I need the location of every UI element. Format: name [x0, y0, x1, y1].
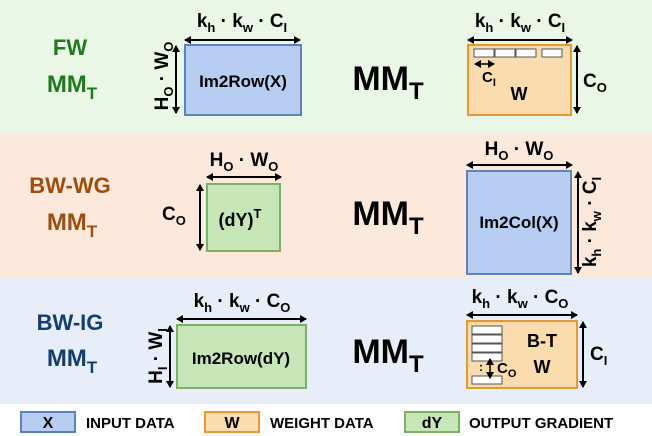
bw-ig-weight-matrix-label: B-T — [527, 331, 557, 351]
bw-wg-grad-matrix-label: (dY)T — [219, 206, 262, 230]
fw-row: FW MMT kh · kw · CI HO · WO Im2Row(X) MM… — [47, 11, 607, 116]
bw-wg-left-top-dim: HO · WO — [210, 150, 279, 174]
bw-wg-input-matrix — [466, 170, 572, 275]
legend-input-key: X — [43, 415, 54, 432]
fw-weight-cell — [515, 48, 537, 58]
fw-label: FW — [53, 35, 87, 60]
legend-grad-key: dY — [422, 415, 443, 432]
fw-right-top-dim: kh · kw · CI — [475, 11, 565, 35]
bw-ig-weight-cell — [471, 325, 503, 335]
fw-input-matrix-label: Im2Row(X) — [199, 72, 287, 91]
bw-ig-weight-matrix-label-2: W — [534, 357, 551, 377]
legend-input-swatch — [20, 411, 76, 433]
bw-ig-grad-matrix — [176, 324, 307, 389]
bw-ig-right-top-dim: kh · kw · CO — [472, 287, 569, 311]
legend-weight-key: W — [224, 415, 240, 432]
bw-wg-input-matrix-label: Im2Col(X) — [479, 213, 558, 232]
bw-ig-weight-cell — [471, 334, 503, 344]
legend-weight-label: WEIGHT DATA — [270, 415, 374, 432]
bw-wg-right-side-dim: kh · kw · CI — [580, 177, 604, 267]
legend-weight-swatch — [204, 411, 260, 433]
legend-grad-label: OUTPUT GRADIENT — [469, 415, 613, 432]
fw-left-side-dim: HO · WO — [152, 42, 176, 111]
fw-input-matrix — [184, 44, 302, 116]
fw-weight-inner-dim: CI — [482, 69, 496, 89]
bw-wg-label-mm: MMT — [47, 209, 98, 241]
bw-wg-right-top-dim: HO · WO — [485, 139, 554, 163]
fw-weight-cell — [541, 48, 563, 58]
bw-ig-right-side-dim: CI — [590, 344, 607, 368]
bw-ig-left-side-dim: HI · WI — [146, 328, 170, 384]
bw-ig-operator: MMT — [352, 333, 424, 378]
bw-ig-label-mm: MMT — [47, 345, 98, 377]
bw-wg-operator: MMT — [352, 195, 424, 240]
legend-input-label: INPUT DATA — [86, 415, 175, 432]
bw-ig-label: BW-IG — [37, 310, 104, 335]
legend: X INPUT DATA W WEIGHT DATA dY OUTPUT GRA… — [20, 411, 613, 433]
legend-grad-swatch — [404, 411, 460, 433]
bw-ig-weight-inner-dim: CO — [497, 360, 517, 380]
fw-label-mm: MMT — [47, 71, 98, 103]
fw-operator: MMT — [352, 60, 424, 105]
bw-wg-left-side-dim: CO — [162, 204, 186, 228]
bw-ig-grad-matrix-label: Im2Row(dY) — [192, 349, 290, 368]
fw-weight-matrix-label: W — [511, 84, 528, 104]
bw-ig-weight-cell — [471, 375, 503, 385]
bw-wg-grad-matrix — [206, 183, 281, 252]
bw-ig-row: BW-IG MMT kh · kw · CO HI · WI Im2Row(dY… — [37, 287, 607, 389]
bw-ig-weight-cell — [471, 343, 503, 353]
fw-weight-cell — [494, 48, 516, 58]
bw-wg-row: BW-WG MMT HO · WO CO (dY)T MMT HO · WO I… — [29, 139, 604, 275]
bw-ig-left-top-dim: kh · kw · CO — [194, 291, 291, 315]
bw-wg-label: BW-WG — [29, 173, 110, 198]
bw-ig-weight-dots: : — [479, 360, 483, 374]
fw-weight-cell — [473, 48, 495, 58]
fw-left-top-dim: kh · kw · CI — [197, 11, 287, 35]
fw-right-side-dim: CO — [583, 71, 607, 95]
